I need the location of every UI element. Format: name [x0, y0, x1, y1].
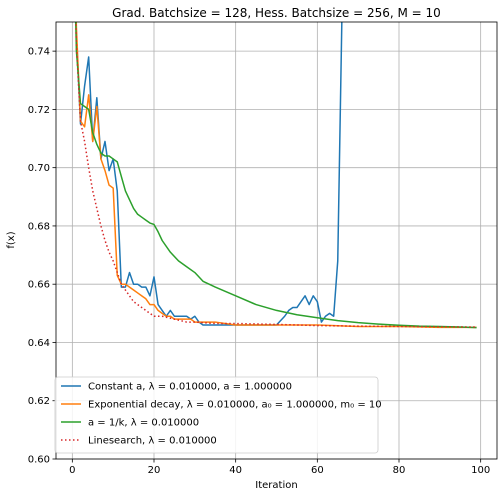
- x-tick-label: 40: [229, 465, 242, 476]
- y-tick-label: 0.64: [28, 338, 50, 349]
- y-tick-label: 0.68: [28, 221, 50, 232]
- x-tick-label: 20: [148, 465, 161, 476]
- y-tick-label: 0.60: [28, 455, 50, 466]
- legend-label-1: Constant a, λ = 0.010000, a = 1.000000: [88, 382, 292, 393]
- y-axis-label: f(x): [6, 231, 17, 248]
- legend-label-2: Exponential decay, λ = 0.010000, a₀ = 1.…: [88, 400, 382, 411]
- y-tick-label: 0.72: [28, 105, 50, 116]
- x-tick-label: 0: [69, 465, 75, 476]
- y-tick-label: 0.74: [28, 47, 50, 58]
- y-tick-label: 0.70: [28, 163, 50, 174]
- x-axis-label: Iteration: [255, 480, 297, 491]
- legend: Constant a, λ = 0.010000, a = 1.000000 Ex…: [55, 377, 382, 453]
- x-tick-label: 100: [471, 465, 490, 476]
- x-tick-label: 80: [393, 465, 406, 476]
- chart-title: Grad. Batchsize = 128, Hess. Batchsize =…: [112, 6, 441, 20]
- legend-label-3: a = 1/k, λ = 0.010000: [88, 418, 199, 429]
- y-tick-label: 0.62: [28, 396, 50, 407]
- x-tick-label: 60: [311, 465, 324, 476]
- legend-label-4: Linesearch, λ = 0.010000: [88, 436, 217, 447]
- y-tick-label: 0.66: [28, 280, 50, 291]
